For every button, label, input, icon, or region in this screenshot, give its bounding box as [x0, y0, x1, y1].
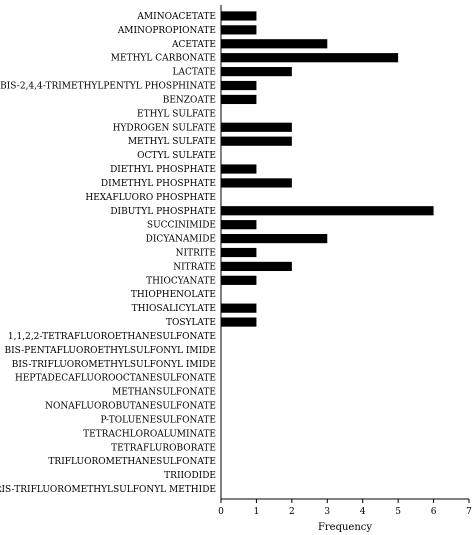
bar: [221, 206, 434, 216]
category-label: METHYL SULFATE: [128, 137, 216, 147]
category-label: AMINOPROPIONATE: [117, 26, 216, 36]
x-tick-label: 0: [218, 507, 224, 517]
x-tick-label: 3: [324, 507, 330, 517]
category-label: BIS-PENTAFLUOROETHYLSULFONYL IMIDE: [4, 346, 216, 356]
category-label: ACETATE: [171, 40, 216, 50]
category-label: METHANSULFONATE: [112, 388, 216, 398]
bar: [221, 11, 257, 21]
bar: [221, 317, 257, 327]
x-tick-label: 2: [289, 507, 295, 517]
category-label: BENZOATE: [163, 95, 216, 105]
x-tick-label: 7: [466, 507, 472, 517]
category-label: DIMETHYL PHOSPHATE: [101, 179, 216, 189]
category-label: 1,1,2,2-TETRAFLUOROETHANESULFONATE: [8, 332, 216, 342]
x-tick-label: 6: [431, 507, 437, 517]
bar: [221, 220, 257, 230]
bars-group: [221, 11, 434, 327]
category-label: NITRITE: [176, 249, 216, 259]
category-label: ETHYL SULFATE: [137, 109, 216, 119]
category-label: AMINOACETATE: [136, 12, 216, 22]
category-label: TETRAFLUROBORATE: [111, 443, 216, 453]
bar: [221, 247, 257, 258]
x-ticks: 0 1 2 3 4 5 6 7: [218, 499, 472, 517]
bar: [221, 67, 292, 77]
bar: [221, 39, 328, 49]
category-label: NITRATE: [173, 262, 216, 272]
category-label: LACTATE: [173, 68, 216, 78]
category-label: DIBUTYL PHOSPHATE: [110, 207, 216, 217]
bar: [221, 122, 292, 132]
category-label: TETRACHLOROALUMINATE: [83, 429, 216, 439]
bar: [221, 53, 399, 63]
bar: [221, 136, 292, 146]
category-label: THIOSALICYLATE: [132, 304, 216, 314]
category-labels: AMINOACETATE AMINOPROPIONATE ACETATE METHYL…: [0, 12, 216, 495]
bar: [221, 275, 257, 285]
x-tick-label: 1: [254, 507, 260, 517]
x-tick-label: 5: [395, 507, 401, 517]
bar: [221, 164, 257, 174]
category-label: METHYL CARBONATE: [111, 54, 216, 64]
x-axis-title: Frequency: [318, 522, 372, 533]
category-label: TRIFLUOROMETHANESULFONATE: [48, 457, 216, 467]
bar: [221, 233, 328, 244]
category-label: P-TOLUENESULFONATE: [100, 415, 216, 425]
category-label: TRIS-TRIFLUOROMETHYLSULFONYL METHIDE: [0, 485, 216, 495]
category-label: DIETHYL PHOSPHATE: [110, 165, 216, 175]
category-label: THIOPHENOLATE: [131, 290, 216, 300]
category-label: BIS-TRIFLUOROMETHYLSULFONYL IMIDE: [12, 360, 216, 370]
category-label: HYDROGEN SULFATE: [113, 123, 216, 133]
category-label: TRIIODIDE: [164, 471, 216, 481]
category-label: OCTYL SULFATE: [137, 151, 216, 161]
category-label: NONAFLUOROBUTANESULFONATE: [45, 402, 216, 412]
category-label: THIOCYANATE: [146, 276, 216, 286]
category-label: HEXAFLUORO PHOSPHATE: [85, 193, 216, 203]
category-label: TOSYLATE: [166, 318, 216, 328]
category-label: DICYANAMIDE: [146, 235, 216, 245]
bar: [221, 303, 257, 313]
category-label: HEPTADECAFLUOROOCTANESULFONATE: [15, 374, 216, 384]
bar: [221, 178, 292, 188]
bar: [221, 25, 257, 35]
x-tick-label: 4: [360, 507, 366, 517]
category-label: BIS-2,4,4-TRIMETHYLPENTYL PHOSPHINATE: [0, 82, 216, 92]
bar: [221, 80, 257, 91]
bar: [221, 261, 292, 272]
category-label: SUCCINIMIDE: [147, 221, 216, 231]
bar: [221, 94, 257, 105]
